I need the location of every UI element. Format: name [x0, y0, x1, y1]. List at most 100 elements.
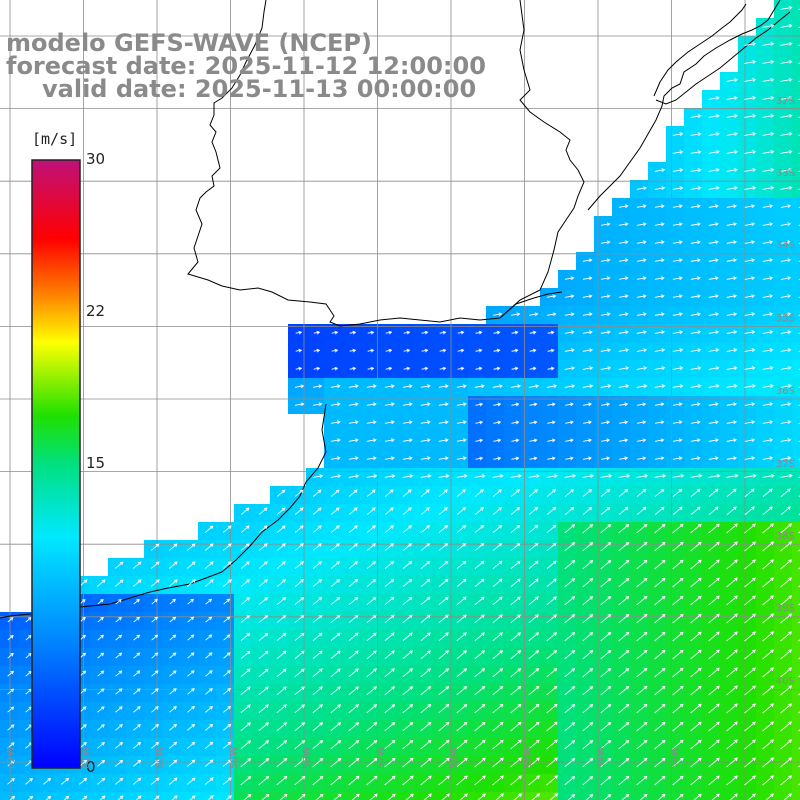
wind-arrow — [150, 561, 160, 569]
wind-arrow-head — [354, 561, 359, 565]
wind-cell — [594, 792, 612, 800]
wind-arrow-head — [787, 438, 792, 442]
wind-arrow — [7, 742, 15, 749]
wind-arrow — [618, 524, 630, 534]
wind-arrow — [151, 759, 159, 767]
wind-arrow-head — [697, 330, 702, 335]
wind-arrow-head — [388, 330, 393, 335]
wind-arrow-head — [391, 650, 395, 654]
wind-arrow-head — [752, 384, 756, 388]
wind-arrow — [744, 613, 756, 624]
wind-arrow-head — [445, 474, 450, 478]
wind-arrow-head — [660, 294, 665, 299]
wind-arrow — [780, 488, 791, 498]
wind-arrow — [99, 795, 106, 800]
wind-arrow-head — [444, 384, 449, 389]
wind-arrow — [654, 241, 664, 244]
wind-arrow — [654, 205, 664, 208]
wind-arrow — [780, 349, 791, 352]
wind-arrow-head — [265, 704, 269, 708]
wind-arrow-head — [787, 276, 792, 281]
wind-arrow-head — [136, 616, 140, 621]
wind-arrow-head — [427, 632, 431, 637]
wind-arrow — [744, 631, 756, 642]
wind-cell — [54, 792, 72, 800]
wind-arrow-head — [554, 775, 559, 779]
wind-arrow — [133, 742, 141, 749]
wind-arrow — [690, 649, 702, 660]
wind-arrow-head — [770, 559, 775, 563]
wind-arrow-head — [408, 402, 413, 407]
wind-arrow — [492, 543, 502, 552]
wind-cell — [792, 486, 800, 504]
wind-arrow — [780, 721, 792, 732]
wind-arrow — [7, 724, 15, 731]
wind-arrow — [780, 421, 791, 424]
wind-arrow-head — [444, 614, 449, 619]
wind-arrow — [582, 277, 592, 280]
wind-arrow-head — [733, 312, 738, 317]
wind-arrow — [618, 722, 630, 732]
wind-arrow-head — [697, 186, 702, 190]
wind-arrow — [762, 169, 774, 172]
wind-arrow — [366, 650, 377, 660]
wind-arrow-head — [787, 294, 792, 299]
wind-arrow — [726, 757, 738, 768]
wind-arrow-head — [478, 366, 483, 371]
wind-arrow — [762, 703, 774, 714]
wind-arrow — [583, 403, 592, 406]
wind-arrow — [25, 706, 33, 713]
wind-arrow — [690, 349, 701, 352]
wind-arrow — [762, 577, 774, 588]
wind-arrow — [402, 421, 413, 424]
wind-arrow — [240, 525, 250, 533]
wind-arrow-head — [498, 542, 503, 547]
wind-arrow — [168, 579, 178, 587]
wind-arrow-head — [752, 186, 757, 190]
wind-arrow — [456, 489, 466, 497]
wind-arrow — [402, 668, 413, 678]
wind-cell — [36, 792, 54, 800]
wind-arrow — [240, 633, 250, 642]
wind-arrow — [528, 721, 540, 732]
wind-arrow — [7, 760, 15, 767]
wind-arrow — [672, 133, 683, 136]
wind-arrow-head — [788, 5, 793, 10]
wind-arrow-head — [390, 420, 395, 425]
wind-arrow-head — [517, 703, 522, 708]
wind-arrow — [330, 421, 341, 424]
wind-arrow — [456, 543, 466, 552]
wind-arrow — [294, 740, 305, 750]
wind-arrow — [330, 439, 341, 442]
wind-arrow — [690, 277, 701, 280]
wind-cell — [792, 666, 800, 684]
wind-arrow-head — [462, 596, 467, 601]
wind-arrow-head — [155, 777, 160, 782]
wind-arrow — [456, 403, 467, 406]
wind-arrow — [582, 686, 593, 696]
wind-arrow-head — [552, 560, 557, 565]
wind-arrow-head — [10, 652, 14, 657]
wind-arrow — [258, 507, 268, 515]
wind-arrow-head — [642, 456, 647, 461]
wind-arrow-head — [589, 740, 594, 744]
wind-arrow-head — [679, 541, 684, 546]
wind-arrow-head — [751, 222, 756, 227]
wind-arrow-head — [716, 739, 720, 744]
wind-arrow — [744, 721, 756, 732]
wind-arrow — [672, 613, 684, 624]
wind-arrow-head — [551, 420, 556, 425]
wind-arrow — [600, 295, 610, 298]
wind-arrow-head — [589, 578, 594, 582]
wind-arrow — [654, 421, 664, 424]
wind-arrow — [636, 349, 647, 352]
wind-arrow-head — [445, 650, 449, 654]
wind-arrow-head — [716, 631, 720, 636]
wind-arrow — [474, 507, 484, 515]
wind-arrow-head — [679, 613, 684, 618]
wind-arrow — [258, 561, 268, 569]
wind-arrow — [672, 506, 683, 516]
wind-arrow-head — [190, 598, 195, 603]
wind-arrow-head — [497, 456, 502, 461]
wind-arrow-head — [336, 402, 341, 407]
